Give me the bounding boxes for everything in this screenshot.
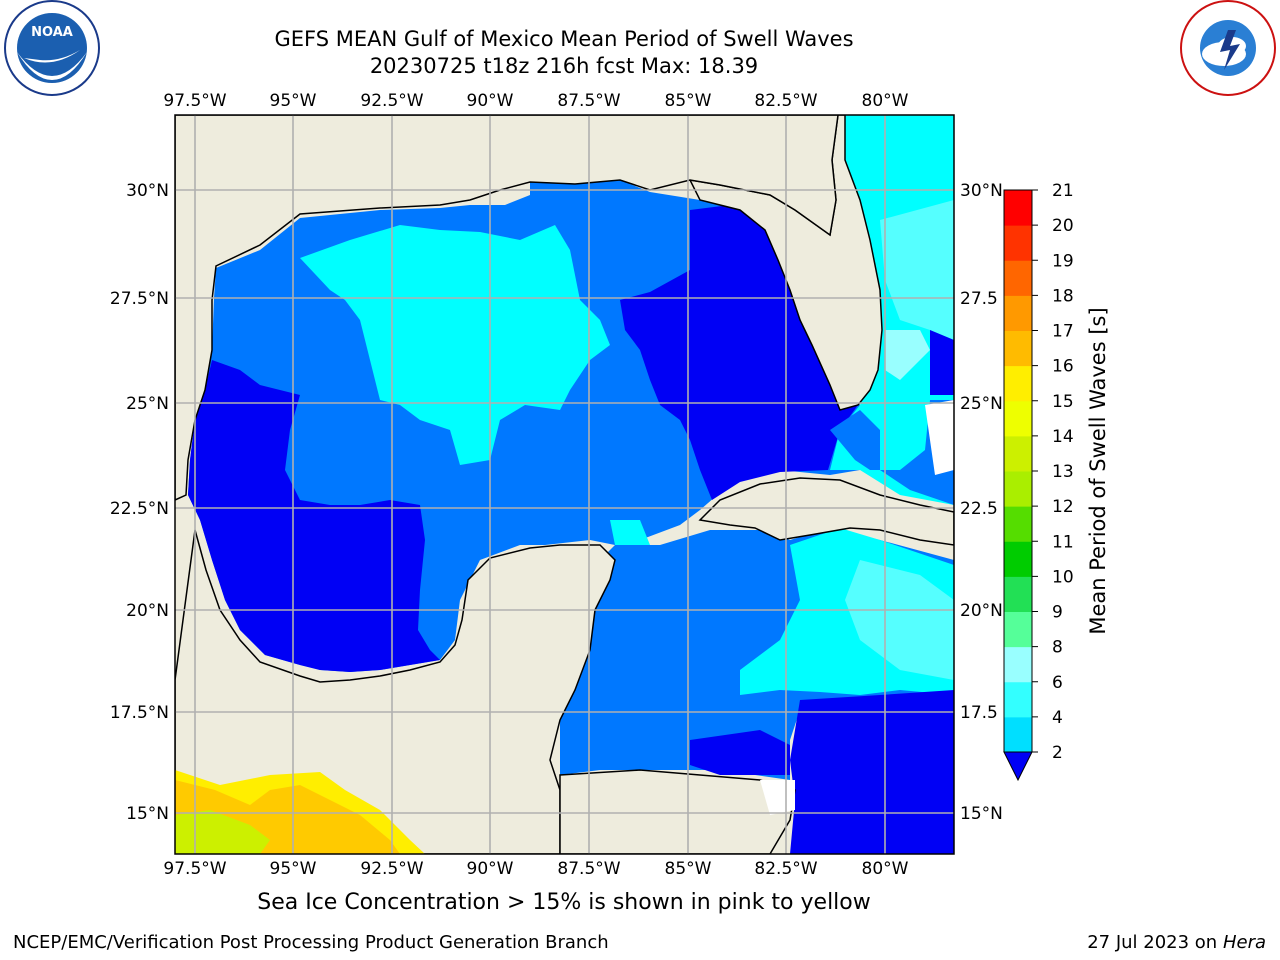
colorbar-swatch bbox=[1004, 400, 1032, 437]
lat-label: 27.5 bbox=[960, 289, 998, 309]
lon-label: 95°W bbox=[270, 859, 317, 879]
lat-label: 17.5 bbox=[960, 703, 998, 723]
footer-credit: NCEP/EMC/Verification Post Processing Pr… bbox=[13, 932, 609, 953]
lat-labels-left: 30°N 27.5°N 25°N 22.5°N 20°N 17.5°N 15°N bbox=[110, 181, 169, 824]
colorbar-swatch bbox=[1004, 716, 1032, 753]
lon-label: 92.5°W bbox=[360, 859, 423, 879]
atlantic-blue bbox=[830, 400, 954, 505]
lon-label: 87.5°W bbox=[557, 859, 620, 879]
colorbar-swatch bbox=[1004, 365, 1032, 402]
gulf-cyan-core bbox=[300, 225, 610, 465]
colorbar-tick-label: 14 bbox=[1052, 427, 1074, 447]
caribbean-deep-2 bbox=[690, 730, 790, 775]
caribbean-lightcyan bbox=[845, 560, 954, 680]
lon-label: 90°W bbox=[467, 859, 514, 879]
lon-labels-top: 97.5°W 95°W 92.5°W 90°W 87.5°W 85°W 82.5… bbox=[163, 91, 908, 111]
atlantic-deep-patch bbox=[930, 330, 954, 395]
colorbar-swatch bbox=[1004, 330, 1032, 367]
colorbar-tick-label: 8 bbox=[1052, 638, 1063, 658]
lat-label: 30°N bbox=[126, 181, 169, 201]
lon-label: 85°W bbox=[665, 859, 712, 879]
colorbar-underflow bbox=[1003, 751, 1033, 782]
central-america-land bbox=[559, 769, 796, 854]
colorbar-swatch bbox=[1004, 506, 1032, 542]
lat-label: 22.5 bbox=[960, 499, 998, 519]
colorbar-swatch bbox=[1004, 190, 1032, 226]
lon-label: 90°W bbox=[467, 91, 514, 111]
colorbar-swatch bbox=[1004, 225, 1032, 261]
colorbar: 2 4 6 8 9 10 11 12 13 14 15 16 17 18 19 20 21 bbox=[1003, 181, 1074, 782]
noaa-logo: NOAA bbox=[4, 0, 100, 96]
atlantic-palecyan bbox=[885, 330, 930, 380]
footer-date-text: 27 Jul 2023 on bbox=[1087, 932, 1223, 953]
atlantic-lightcyan bbox=[880, 200, 954, 340]
lon-labels-bottom: 97.5°W 95°W 92.5°W 90°W 87.5°W 85°W 82.5… bbox=[163, 859, 908, 879]
lat-label: 25°N bbox=[960, 394, 1003, 414]
colorbar-swatch bbox=[1004, 681, 1032, 718]
colorbar-tick-label: 2 bbox=[1052, 743, 1063, 763]
caribbean-deep bbox=[790, 690, 954, 854]
lat-label: 22.5°N bbox=[110, 499, 169, 519]
colorbar-swatch bbox=[1004, 611, 1032, 648]
lon-label: 80°W bbox=[862, 859, 909, 879]
colorbar-swatch bbox=[1004, 295, 1032, 331]
colorbar-swatch bbox=[1004, 435, 1032, 472]
lon-label: 95°W bbox=[270, 91, 317, 111]
colorbar-tick-label: 20 bbox=[1052, 216, 1074, 236]
yucatan-land bbox=[175, 529, 616, 854]
colorbar-tick-label: 9 bbox=[1052, 603, 1063, 623]
lon-label: 97.5°W bbox=[163, 91, 226, 111]
lat-label: 15°N bbox=[960, 804, 1003, 824]
footer-date: 27 Jul 2023 on Hera bbox=[1087, 932, 1266, 953]
colorbar-tick-label: 4 bbox=[1052, 708, 1063, 728]
lon-label: 92.5°W bbox=[360, 91, 423, 111]
colorbar-swatch bbox=[1004, 541, 1032, 577]
colorbar-tick-label: 11 bbox=[1052, 532, 1074, 552]
nws-logo bbox=[1180, 0, 1276, 96]
colorbar-tick-label: 18 bbox=[1052, 286, 1074, 306]
lat-label: 25°N bbox=[126, 394, 169, 414]
pacific-green bbox=[175, 810, 270, 854]
us-coast-land bbox=[175, 115, 839, 501]
graticule bbox=[175, 115, 954, 854]
footer-host: Hera bbox=[1222, 932, 1266, 953]
colorbar-swatch bbox=[1004, 471, 1032, 507]
lat-labels-right: 30°N 27.5 25°N 22.5 20°N 17.5 15°N bbox=[960, 181, 1003, 824]
lat-label: 30°N bbox=[960, 181, 1003, 201]
lon-label: 87.5°W bbox=[557, 91, 620, 111]
lon-label: 82.5°W bbox=[754, 91, 817, 111]
map-frame bbox=[174, 114, 955, 855]
lon-label: 82.5°W bbox=[754, 859, 817, 879]
lat-label: 20°N bbox=[126, 601, 169, 621]
colorbar-tick-label: 6 bbox=[1052, 673, 1063, 693]
colorbar-label: Mean Period of Swell Waves [s] bbox=[1086, 307, 1110, 634]
sea-ice-note: Sea Ice Concentration > 15% is shown in … bbox=[257, 890, 871, 915]
chart-title: GEFS MEAN Gulf of Mexico Mean Period of … bbox=[274, 27, 854, 51]
chart-subtitle: 20230725 t18z 216h fcst Max: 18.39 bbox=[369, 54, 759, 78]
lon-label: 80°W bbox=[862, 91, 909, 111]
lon-label: 85°W bbox=[665, 91, 712, 111]
lat-label: 20°N bbox=[960, 601, 1003, 621]
lat-label: 27.5°N bbox=[110, 289, 169, 309]
colorbar-swatch bbox=[1004, 646, 1032, 683]
colorbar-swatch bbox=[1004, 260, 1032, 296]
gulf-deep-west bbox=[188, 360, 440, 672]
colorbar-tick-label: 13 bbox=[1052, 462, 1074, 482]
colorbar-tick-label: 10 bbox=[1052, 567, 1074, 587]
lat-label: 17.5°N bbox=[110, 703, 169, 723]
coastal-gap-2 bbox=[925, 400, 954, 475]
svg-text:NOAA: NOAA bbox=[31, 25, 73, 40]
gulf-deep-east bbox=[620, 205, 858, 500]
colorbar-tick-label: 19 bbox=[1052, 251, 1074, 271]
colorbar-tick-label: 16 bbox=[1052, 357, 1074, 377]
lat-label: 15°N bbox=[126, 804, 169, 824]
colorbar-tick-label: 12 bbox=[1052, 497, 1074, 517]
colorbar-swatch bbox=[1004, 576, 1032, 612]
colorbar-tick-label: 17 bbox=[1052, 322, 1074, 342]
map-area bbox=[175, 115, 954, 854]
colorbar-tick-label: 21 bbox=[1052, 181, 1074, 201]
colorbar-tick-label: 15 bbox=[1052, 392, 1074, 412]
lon-label: 97.5°W bbox=[163, 859, 226, 879]
